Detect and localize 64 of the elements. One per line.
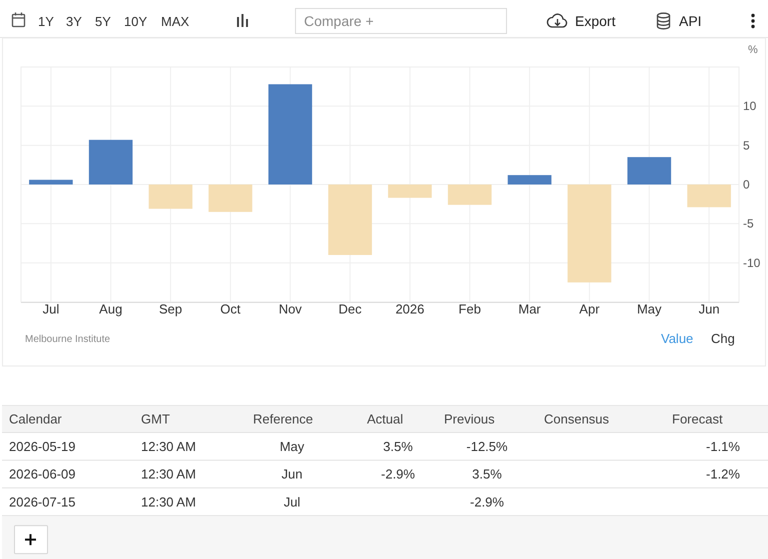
y-tick-label: 5 (743, 138, 750, 152)
y-tick-label: -10 (743, 256, 761, 270)
text: 2026-05-19 (9, 438, 76, 454)
x-tick-label: Dec (338, 301, 362, 316)
text: 12:30 AM (141, 438, 196, 454)
x-tick-label: Oct (220, 301, 241, 316)
category-label: Calendar (9, 411, 62, 426)
bar (687, 184, 731, 208)
text: 1Y (38, 14, 54, 28)
x-tick-label: Apr (579, 301, 600, 316)
x-tick-label: Sep (159, 301, 182, 316)
text: 3.5% (472, 466, 502, 482)
bar (568, 184, 612, 282)
text: MAX (161, 14, 190, 28)
category-label: Forecast (672, 411, 723, 426)
text: API (679, 13, 702, 29)
bar (88, 140, 133, 184)
text: -1.2% (706, 466, 740, 482)
category-label: Consensus (544, 411, 610, 426)
bar (328, 184, 372, 255)
bar (268, 84, 312, 184)
y-tick-label: 10 (743, 99, 757, 114)
text: 3Y (66, 14, 82, 28)
text: -1.1% (706, 438, 740, 454)
bar (388, 184, 432, 198)
x-tick-label: 2026 (395, 301, 424, 316)
text: Compare + (304, 13, 374, 29)
text: 3.5% (383, 438, 413, 454)
text: 12:30 AM (141, 466, 196, 482)
category-label: Actual (367, 411, 404, 426)
text: -12.5% (466, 438, 508, 454)
x-tick-label: Aug (99, 301, 122, 316)
category-label: Reference (253, 411, 313, 426)
y-tick-label: 0 (743, 178, 750, 192)
category-label: Previous (444, 411, 496, 426)
text: Melbourne Institute (25, 334, 110, 344)
bar (148, 184, 192, 209)
x-tick-label: Nov (278, 301, 302, 316)
text: 12:30 AM (141, 494, 196, 509)
y-axis-title: % (748, 44, 758, 56)
text: Jun (282, 466, 302, 482)
x-tick-label: Feb (458, 301, 481, 316)
bar (208, 184, 252, 212)
x-tick-label: Mar (518, 301, 542, 316)
y-tick-label: -5 (743, 216, 754, 231)
text: Jul (284, 494, 300, 509)
bar (508, 175, 552, 184)
bar (29, 180, 73, 184)
text: May (280, 438, 304, 454)
text: 10Y (124, 14, 148, 28)
bar (627, 157, 672, 184)
x-tick-label: Jul (42, 301, 60, 316)
x-tick-label: May (636, 301, 662, 316)
x-tick-label: Jun (698, 301, 720, 316)
category-label: GMT (141, 411, 170, 426)
text: 5Y (95, 14, 112, 28)
text: Export (575, 13, 616, 29)
text: 2026-06-09 (9, 466, 76, 482)
text: -2.9% (381, 466, 415, 482)
text: Chg (711, 330, 735, 346)
text: Value (661, 330, 694, 346)
text: 2026-07-15 (9, 494, 76, 509)
text: -2.9% (470, 494, 504, 509)
bar (448, 184, 492, 205)
